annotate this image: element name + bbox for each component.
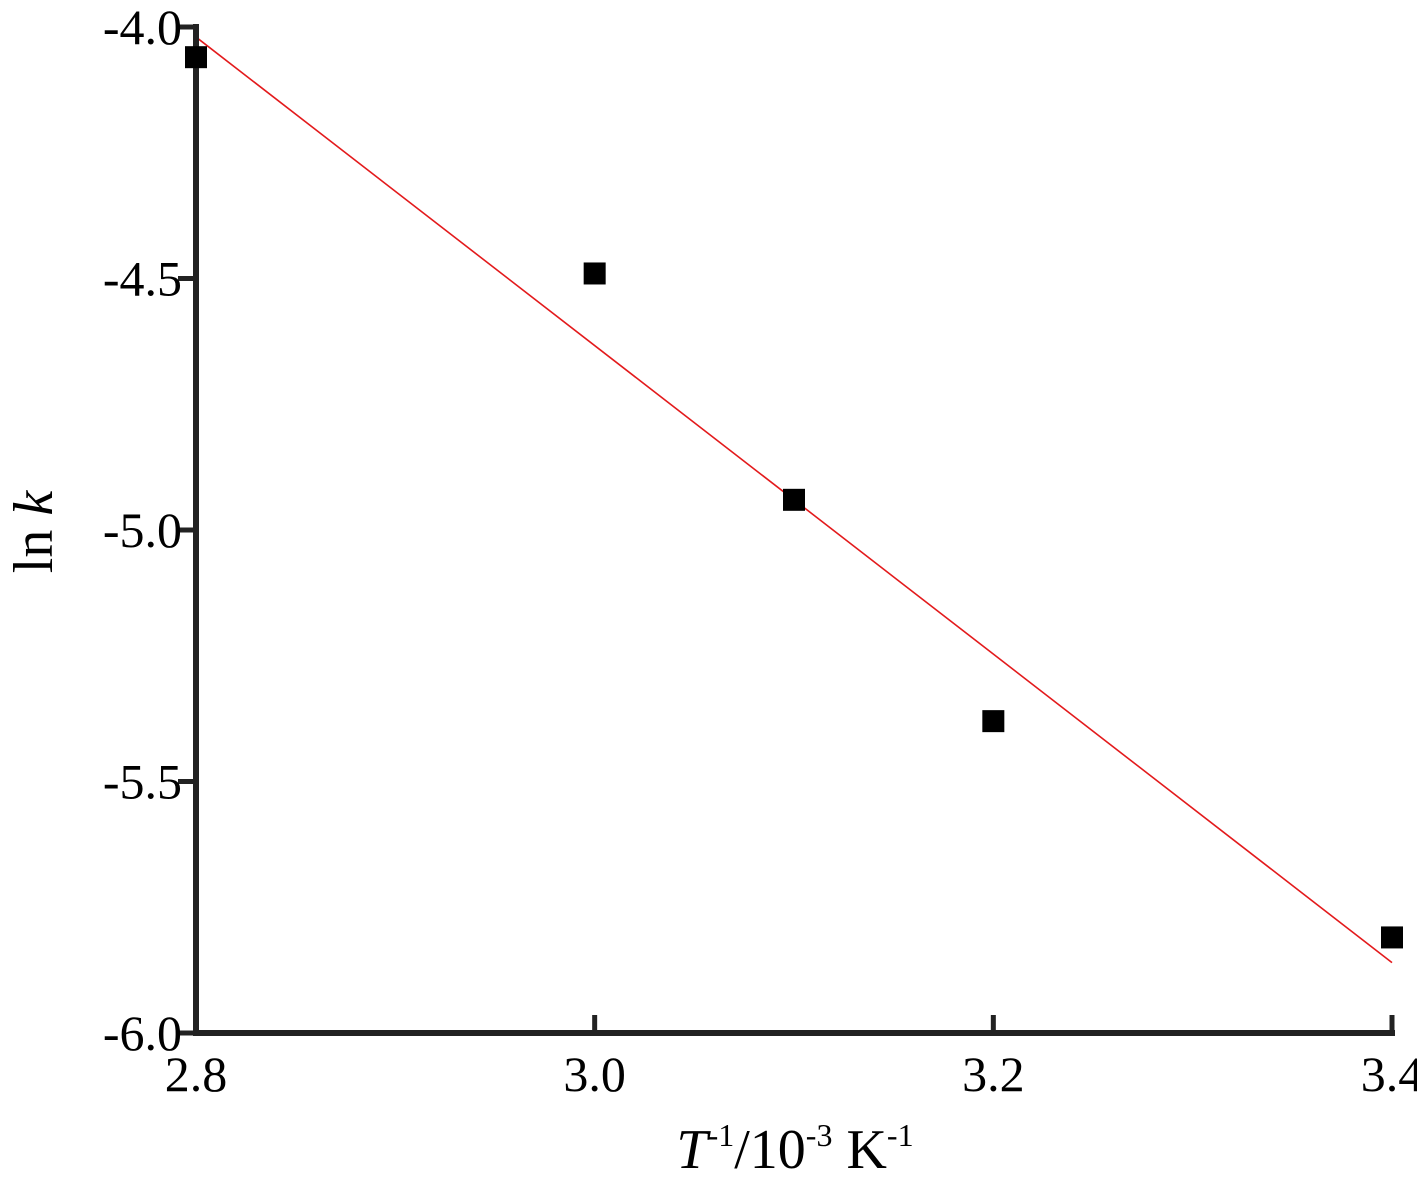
y-tick-label: -4.0 <box>103 0 182 55</box>
data-point <box>982 710 1005 733</box>
data-point <box>583 262 606 285</box>
x-tick-label: 2.8 <box>165 1046 228 1102</box>
y-tick-label: -5.0 <box>103 502 182 558</box>
y-tick-label: -5.5 <box>103 754 182 810</box>
data-point <box>783 488 805 511</box>
x-tick-label: 3.2 <box>962 1046 1025 1102</box>
y-axis-title: ln k <box>3 490 65 574</box>
x-axis-title: T-1/10-3 K-1 <box>676 1117 913 1181</box>
x-tick-label: 3.0 <box>563 1046 626 1102</box>
y-tick-label: -6.0 <box>103 1005 182 1061</box>
y-tick-label: -4.5 <box>103 251 182 307</box>
x-tick-label: 3.4 <box>1361 1046 1417 1102</box>
data-point <box>1381 926 1403 949</box>
data-point <box>185 46 207 69</box>
